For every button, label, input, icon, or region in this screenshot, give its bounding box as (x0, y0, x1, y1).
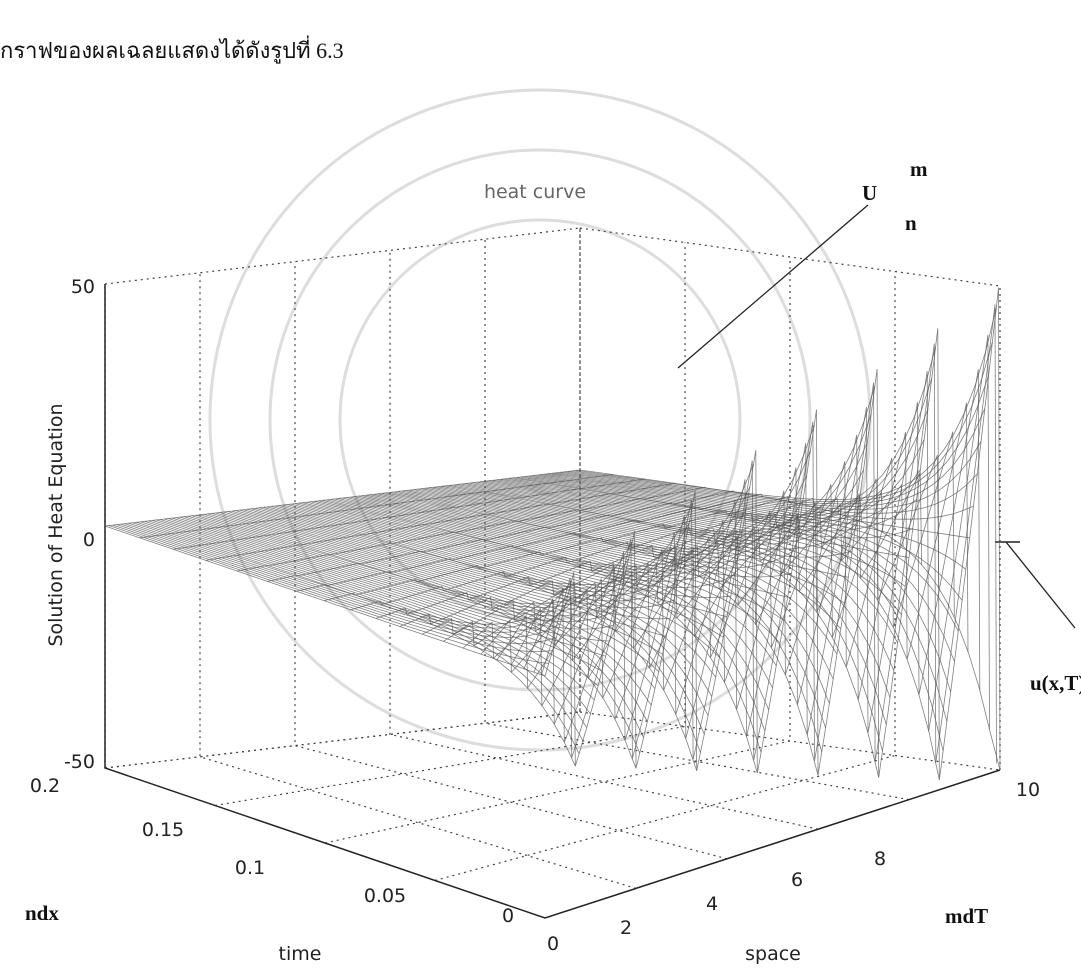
space-tick-label: 0 (547, 933, 559, 955)
surface-line (576, 308, 996, 500)
caption: กราฟของผลเฉลยแสดงได้ดังรูปที่ 6.3 (0, 35, 344, 64)
space-tick-label: 6 (791, 869, 803, 891)
space-tick-label: 2 (620, 917, 632, 939)
time-tick-label: 0.1 (235, 857, 265, 879)
space-tick-label: 8 (874, 848, 886, 870)
z-tick-label: 0 (83, 529, 95, 551)
annotation-u: U (862, 181, 877, 205)
annotation-u-sub: n (905, 211, 917, 235)
space-label: space (745, 943, 801, 965)
grid-line (325, 257, 790, 843)
time-tick-label: 0.05 (364, 885, 406, 907)
frame-line (105, 712, 580, 768)
z-tick-label: 50 (71, 276, 95, 298)
pointer-line (1006, 542, 1075, 628)
figure-title: heat curve (484, 181, 586, 203)
annotation-ndx: ndx (25, 901, 59, 925)
annotation-u-sup: m (910, 157, 928, 181)
time-tick-label: 0.15 (142, 819, 184, 841)
space-tick-label: 10 (1016, 779, 1040, 801)
time-label: time (279, 943, 322, 965)
space-tick-label: 4 (706, 893, 718, 915)
annotation-mdt: mdT (945, 904, 988, 928)
pointer-line (678, 205, 868, 368)
time-tick-label: 0.2 (30, 775, 60, 797)
annotation-uxt: u(x,T) (1030, 671, 1081, 695)
z-label: Solution of Heat Equation (45, 403, 67, 646)
surface-line (232, 511, 667, 636)
page: กราฟของผลเฉลยแสดงได้ดังรูปที่ 6.3 heat c… (0, 0, 1081, 969)
time-tick-label: 0 (502, 905, 514, 927)
z-tick-label: -50 (64, 751, 95, 773)
